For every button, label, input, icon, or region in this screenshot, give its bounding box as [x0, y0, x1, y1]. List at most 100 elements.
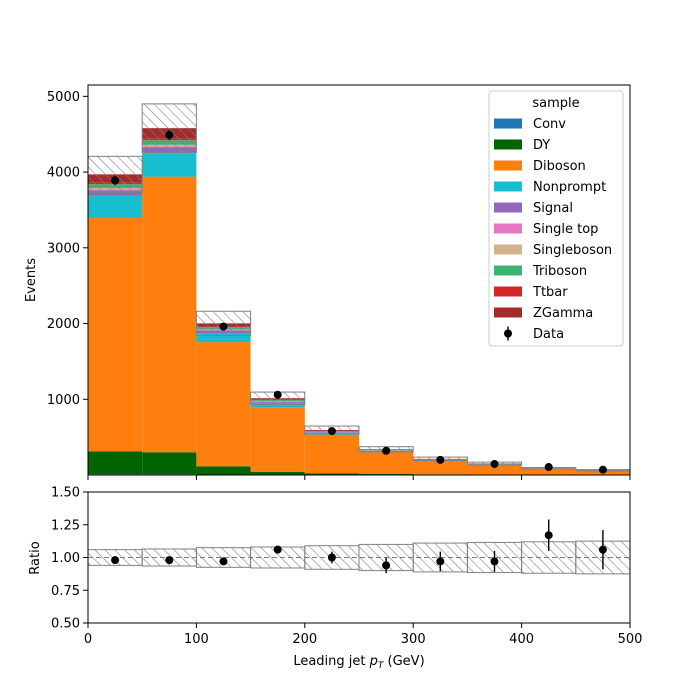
legend-swatch — [494, 118, 522, 129]
mc-unc-bin-1 — [141, 103, 197, 153]
bar-diboson-0 — [88, 217, 143, 452]
ratio-point-2 — [219, 557, 228, 566]
legend-label: Singleboson — [533, 243, 612, 258]
bar-diboson-4 — [304, 434, 359, 474]
legend-label: DY — [533, 138, 550, 153]
data-point-9 — [598, 465, 607, 474]
data-point-2 — [219, 322, 228, 331]
legend-frame — [488, 90, 624, 347]
legend-label: ZGamma — [533, 306, 593, 321]
legend-title: sample — [532, 96, 579, 111]
legend-item-triboson: Triboson — [494, 264, 587, 279]
bar-diboson-6 — [413, 460, 468, 475]
main-y-axis-label: Events — [24, 258, 39, 302]
bar-diboson-2 — [196, 342, 251, 467]
legend-swatch — [494, 160, 522, 171]
data-point-8 — [544, 463, 553, 472]
stacked-bars — [88, 128, 630, 476]
data-points — [111, 129, 607, 474]
data-point-0 — [111, 176, 120, 185]
ratio-ytick-label: 0.50 — [51, 617, 80, 632]
bar-dy-2 — [196, 466, 251, 475]
data-point-3 — [273, 390, 282, 399]
main-ytick-label: 4000 — [47, 166, 80, 181]
bar-dy-3 — [250, 471, 305, 475]
data-point-7 — [490, 460, 499, 469]
legend-label: Signal — [533, 201, 573, 216]
legend-swatch — [494, 181, 522, 192]
ratio-point-3 — [273, 545, 282, 554]
ratio-y-ticks: 0.50 0.75 1.00 1.25 1.50 — [51, 486, 88, 632]
legend-label: Ttbar — [532, 285, 568, 300]
ratio-point-0 — [111, 556, 120, 565]
legend-swatch — [494, 286, 522, 297]
data-point-1 — [165, 130, 174, 139]
bar-dy-5 — [359, 474, 414, 475]
bar-nonprompt-1 — [142, 153, 197, 177]
ratio-point-8 — [544, 531, 553, 540]
legend-label: Diboson — [533, 159, 586, 174]
bar-diboson-7 — [467, 464, 522, 475]
ratio-x-axis-label: Leading jet pT (GeV) — [293, 654, 424, 671]
ratio-xtick-label: 400 — [509, 632, 534, 647]
main-x-ticks — [87, 475, 631, 480]
legend-item-singleboson: Singleboson — [494, 243, 612, 258]
ratio-xtick-label: 500 — [618, 632, 643, 647]
legend-label: Single top — [533, 222, 598, 237]
legend-label: Nonprompt — [533, 180, 606, 195]
legend-swatch — [494, 223, 522, 234]
legend-item-signal: Signal — [494, 201, 573, 216]
legend-label: Triboson — [532, 264, 587, 279]
legend-item-ttbar: Ttbar — [494, 285, 568, 300]
main-ytick-label: 3000 — [47, 241, 80, 256]
bar-nonprompt-2 — [196, 333, 251, 343]
ratio-x-ticks: 0 100 200 300 400 500 — [84, 623, 643, 647]
main-ytick-label: 5000 — [47, 90, 80, 105]
data-point-5 — [382, 446, 391, 455]
ratio-xtick-label: 0 — [84, 632, 92, 647]
ratio-ytick-label: 1.25 — [51, 518, 80, 533]
ratio-xtick-label: 100 — [184, 632, 209, 647]
ratio-points — [111, 519, 607, 574]
legend-item-conv: Conv — [494, 117, 566, 132]
main-ytick-label: 1000 — [47, 393, 80, 408]
legend-swatch — [494, 202, 522, 213]
ratio-point-7 — [490, 557, 499, 566]
legend-item-zgamma: ZGamma — [494, 306, 593, 321]
ratio-xtick-label: 300 — [401, 632, 426, 647]
bar-diboson-5 — [359, 452, 414, 475]
bar-diboson-1 — [142, 176, 197, 453]
legend-swatch — [494, 244, 522, 255]
bar-dy-4 — [304, 473, 359, 475]
ratio-point-5 — [382, 561, 391, 570]
ratio-y-axis-label: Ratio — [28, 541, 43, 574]
legend-item-diboson: Diboson — [494, 159, 586, 174]
mc-unc-bin-2 — [195, 310, 252, 337]
legend-item-dy: DY — [494, 138, 550, 153]
legend-swatch — [494, 265, 522, 276]
main-panel: 1000 2000 3000 4000 5000 Events — [24, 84, 631, 480]
ratio-panel: 0.50 0.75 1.00 1.25 1.50 0 100 200 300 400 500 Ra… — [28, 486, 642, 672]
legend-label: Conv — [533, 117, 566, 132]
main-axes-frame — [87, 84, 631, 476]
main-ytick-label: 2000 — [47, 317, 80, 332]
legend-item-data: Data — [504, 326, 564, 342]
ratio-point-9 — [598, 545, 607, 554]
mc-unc-bin-0 — [87, 155, 143, 193]
data-point-4 — [327, 427, 336, 436]
legend: sample Conv DY Diboson Nonprompt Signal Singl… — [488, 90, 624, 347]
bar-diboson-8 — [521, 469, 576, 475]
bar-nonprompt-0 — [88, 195, 143, 218]
bar-dy-1 — [142, 452, 197, 475]
legend-data-marker — [504, 329, 512, 338]
data-point-6 — [436, 455, 445, 464]
ratio-ytick-label: 1.50 — [51, 486, 80, 501]
ratio-point-6 — [436, 557, 445, 566]
legend-swatch — [494, 139, 522, 150]
legend-items: Conv DY Diboson Nonprompt Signal Single top Si… — [494, 117, 612, 342]
ratio-ytick-label: 1.00 — [51, 551, 80, 566]
bar-signal-0 — [88, 190, 143, 196]
bar-diboson-3 — [250, 407, 305, 472]
ratio-point-1 — [165, 556, 174, 565]
